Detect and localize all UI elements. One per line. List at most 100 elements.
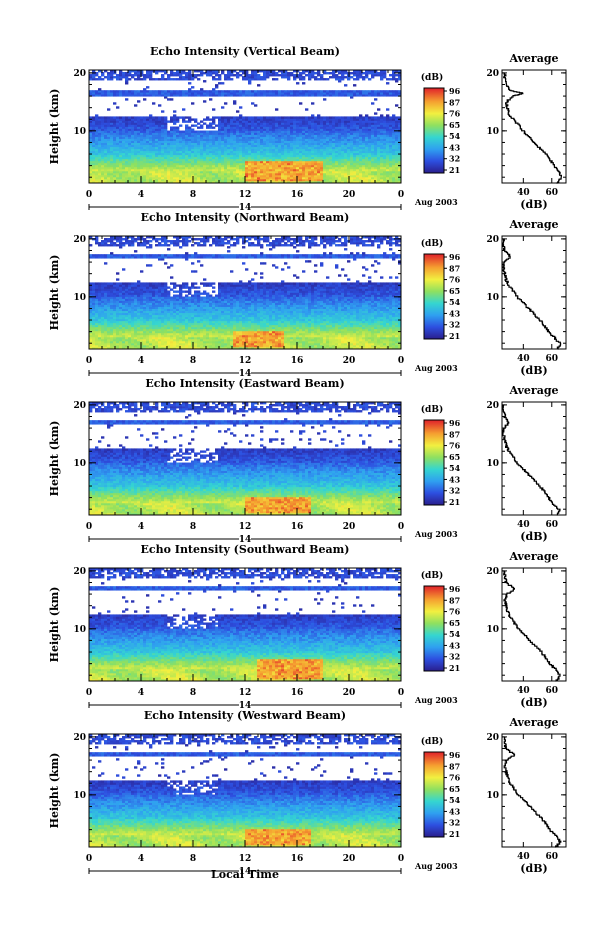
heatmap-cell [185, 340, 189, 344]
heatmap-cell [113, 128, 117, 131]
heatmap-cell [182, 154, 186, 158]
heatmap-cell [107, 94, 111, 97]
heatmap-cell [164, 136, 168, 139]
heatmap-cell [182, 130, 186, 133]
heatmap-cell [323, 346, 327, 350]
heatmap-cell [98, 122, 102, 125]
heatmap-cell [191, 134, 195, 137]
heatmap-cell [326, 174, 330, 178]
heatmap-cell [161, 144, 165, 148]
heatmap-cell [212, 90, 216, 93]
heatmap-cell [224, 150, 228, 154]
heatmap-cell [305, 166, 309, 170]
heatmap-cell [350, 150, 354, 154]
heatmap-cell [125, 118, 129, 121]
heatmap-cell [170, 130, 174, 133]
heatmap-cell [170, 180, 174, 184]
heatmap-cell [215, 176, 219, 180]
heatmap-cell [392, 128, 396, 131]
heatmap-cell [314, 120, 318, 123]
heatmap-cell [143, 118, 147, 121]
heatmap-cell [92, 138, 96, 141]
heatmap-cell [278, 116, 282, 119]
heatmap-cell [227, 90, 231, 93]
heatmap-cell [290, 170, 294, 174]
heatmap-cell [188, 72, 192, 75]
heatmap-cell [341, 78, 345, 81]
heatmap-cell [209, 340, 213, 344]
heatmap-cell [311, 70, 315, 73]
heatmap-cell [338, 154, 342, 158]
heatmap-cell [206, 136, 210, 139]
heatmap-cell [323, 148, 327, 152]
heatmap-cell [368, 144, 372, 148]
heatmap-cell [236, 154, 240, 158]
heatmap-cell [377, 130, 381, 133]
heatmap-cell [89, 344, 93, 348]
heatmap-cell [104, 338, 108, 342]
heatmap-cell [320, 146, 324, 150]
heatmap-cell [281, 180, 285, 184]
heatmap-cell [140, 166, 144, 170]
heatmap-cell [266, 118, 270, 121]
heatmap-cell [398, 162, 402, 166]
heatmap-cell [329, 90, 333, 93]
heatmap-cell [269, 162, 273, 166]
heatmap-cell [110, 136, 114, 139]
heatmap-cell [287, 150, 291, 154]
heatmap-cell [272, 156, 276, 160]
heatmap-cell [248, 158, 252, 162]
heatmap-cell [311, 180, 315, 184]
heatmap-cell [389, 132, 393, 135]
heatmap-cell [305, 150, 309, 154]
heatmap-cell [182, 158, 186, 162]
heatmap-cell [284, 174, 288, 178]
heatmap-cell [131, 166, 135, 170]
heatmap-cell [263, 136, 267, 139]
heatmap-cell [200, 154, 204, 158]
heatmap-cell [341, 76, 345, 79]
heatmap-cell [107, 180, 111, 184]
heatmap-cell [353, 90, 357, 93]
heatmap-cell [389, 124, 393, 127]
heatmap-cell [140, 140, 144, 143]
heatmap-cell [314, 156, 318, 160]
heatmap-cell [383, 346, 387, 350]
heatmap-cell [182, 336, 186, 340]
heatmap-cell [383, 178, 387, 182]
heatmap-cell [239, 118, 243, 121]
heatmap-cell [158, 180, 162, 184]
heatmap-cell [137, 168, 141, 172]
heatmap-cell [392, 124, 396, 127]
heatmap-cell [248, 346, 252, 350]
heatmap-cell [296, 124, 300, 127]
heatmap-cell [152, 176, 156, 180]
heatmap-cell [293, 120, 297, 123]
heatmap-cell [380, 120, 384, 123]
heatmap-cell [281, 130, 285, 133]
heatmap-cell [350, 96, 354, 99]
heatmap-cell [380, 144, 384, 148]
heatmap-cell [260, 172, 264, 176]
heatmap-cell [278, 346, 282, 350]
heatmap-cell [173, 146, 177, 150]
heatmap-cell [314, 154, 318, 158]
heatmap-cell [104, 76, 108, 79]
heatmap-cell [386, 146, 390, 150]
heatmap-cell [107, 172, 111, 176]
heatmap-cell [290, 150, 294, 154]
heatmap-cell [398, 132, 402, 135]
heatmap-cell [371, 342, 375, 346]
average-profile-line [503, 72, 562, 184]
heatmap-cell [101, 136, 105, 139]
heatmap-cell [188, 154, 192, 158]
heatmap-cell [194, 142, 198, 146]
heatmap-cell [167, 158, 171, 162]
heatmap-cell [224, 340, 228, 344]
heatmap-cell [233, 144, 237, 148]
heatmap-cell [209, 154, 213, 158]
heatmap-cell [311, 174, 315, 178]
heatmap-cell [191, 132, 195, 135]
heatmap-cell [368, 94, 372, 97]
heatmap-cell [380, 74, 384, 77]
